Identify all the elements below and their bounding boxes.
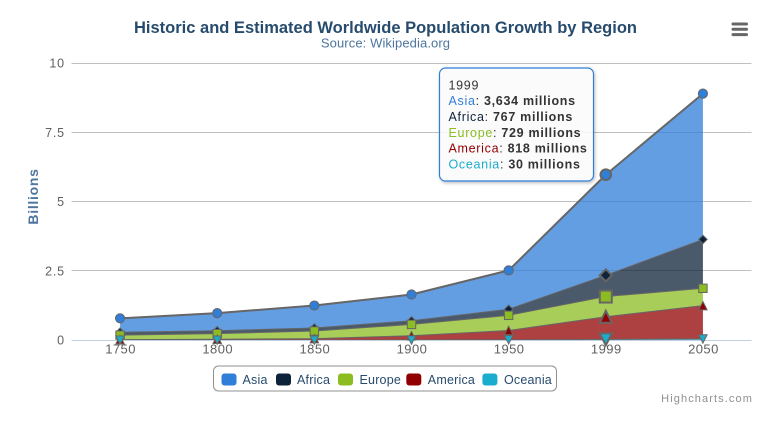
svg-text:2.5: 2.5 — [45, 264, 65, 278]
svg-text:5: 5 — [57, 195, 65, 209]
svg-text:America: America — [428, 373, 475, 387]
svg-text:0: 0 — [57, 334, 65, 348]
svg-text:1999: 1999 — [591, 342, 622, 357]
svg-text:Highcharts.com: Highcharts.com — [661, 393, 753, 405]
svg-text:2050: 2050 — [688, 342, 719, 357]
svg-text:Historic and Estimated Worldwi: Historic and Estimated Worldwide Populat… — [134, 19, 637, 37]
svg-text:1850: 1850 — [299, 342, 330, 357]
svg-text:1999: 1999 — [449, 79, 480, 93]
svg-text:Oceania: 30 millions: Oceania: 30 millions — [449, 158, 581, 172]
svg-text:1900: 1900 — [397, 342, 428, 357]
svg-text:Europe: 729 millions: Europe: 729 millions — [449, 126, 582, 140]
svg-text:Asia: 3,634 millions: Asia: 3,634 millions — [449, 94, 576, 108]
svg-text:Oceania: Oceania — [504, 373, 552, 387]
svg-text:Billions: Billions — [25, 168, 41, 224]
svg-text:1950: 1950 — [494, 342, 525, 357]
svg-text:America: 818 millions: America: 818 millions — [449, 142, 588, 156]
svg-text:Africa: 767 millions: Africa: 767 millions — [449, 110, 573, 124]
svg-text:7.5: 7.5 — [45, 126, 65, 140]
svg-text:Source: Wikipedia.org: Source: Wikipedia.org — [321, 36, 450, 51]
svg-text:Asia: Asia — [243, 373, 268, 387]
svg-text:10: 10 — [49, 57, 65, 71]
svg-text:Africa: Africa — [297, 373, 330, 387]
svg-text:Europe: Europe — [360, 373, 402, 387]
svg-text:1750: 1750 — [105, 342, 136, 357]
svg-text:1800: 1800 — [202, 342, 233, 357]
